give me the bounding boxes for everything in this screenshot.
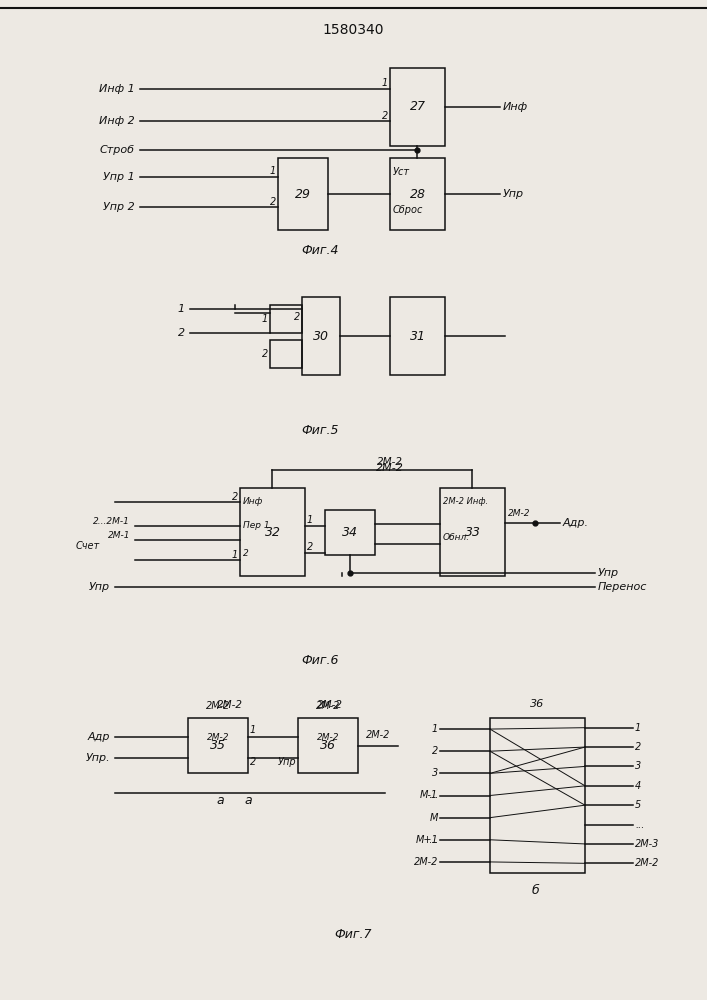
- Text: 2М-2: 2М-2: [217, 700, 243, 710]
- Text: Сброс: Сброс: [393, 205, 423, 215]
- Text: Инф: Инф: [503, 102, 528, 112]
- Bar: [440, 488, 505, 576]
- Text: Адр: Адр: [88, 732, 110, 742]
- Text: 28: 28: [409, 188, 426, 200]
- Text: Пер 1: Пер 1: [243, 522, 269, 530]
- Text: 2М-2: 2М-2: [414, 857, 438, 867]
- Bar: [188, 718, 248, 773]
- Text: ...: ...: [635, 820, 644, 830]
- Text: 2М-3: 2М-3: [635, 839, 660, 849]
- Text: Инф 2: Инф 2: [99, 116, 135, 126]
- Text: 4: 4: [635, 781, 641, 791]
- Bar: [298, 718, 358, 773]
- Text: 2...2М-1: 2...2М-1: [93, 516, 130, 526]
- Text: 35: 35: [210, 739, 226, 752]
- Text: 1580340: 1580340: [322, 23, 384, 37]
- Text: 1: 1: [382, 78, 388, 88]
- Bar: [278, 158, 328, 230]
- Text: Адр.: Адр.: [563, 518, 589, 528]
- Text: 2М-2: 2М-2: [206, 733, 229, 742]
- Text: 29: 29: [295, 188, 311, 200]
- Text: 2: 2: [270, 197, 276, 207]
- Text: 1: 1: [270, 166, 276, 176]
- Text: 3: 3: [432, 768, 438, 778]
- Text: 2: 2: [432, 746, 438, 756]
- Text: 1: 1: [635, 723, 641, 733]
- Bar: [490, 718, 585, 873]
- Text: Упр: Упр: [89, 582, 110, 592]
- Text: 2М-2: 2М-2: [366, 730, 390, 740]
- Text: Инф: Инф: [243, 497, 264, 506]
- Text: Фиг.7: Фиг.7: [334, 928, 372, 942]
- Text: 2М-2: 2М-2: [376, 463, 404, 473]
- Text: ...: ...: [429, 835, 438, 845]
- Text: 2: 2: [178, 328, 185, 338]
- Text: 1: 1: [232, 550, 238, 560]
- Text: 31: 31: [409, 330, 426, 342]
- Text: Фиг.5: Фиг.5: [301, 424, 339, 436]
- Text: 1: 1: [432, 724, 438, 734]
- Text: 1: 1: [250, 725, 256, 735]
- Bar: [390, 158, 445, 230]
- Text: 2: 2: [262, 349, 268, 359]
- Text: 2М-2: 2М-2: [508, 508, 530, 518]
- Text: Упр: Упр: [503, 189, 524, 199]
- Text: 1: 1: [178, 304, 185, 314]
- Text: М+1: М+1: [415, 835, 438, 845]
- Text: Упр: Упр: [598, 568, 619, 578]
- Text: 2М-2: 2М-2: [317, 700, 343, 710]
- Text: Строб: Строб: [100, 145, 135, 155]
- Text: 2: 2: [250, 757, 256, 767]
- Text: 2М-2 Инф.: 2М-2 Инф.: [443, 497, 488, 506]
- Text: 36: 36: [530, 699, 544, 709]
- Text: Упр 2: Упр 2: [103, 202, 135, 212]
- Text: 2М-2: 2М-2: [316, 701, 340, 711]
- Text: 3: 3: [635, 761, 641, 771]
- Text: Упр 1: Упр 1: [103, 172, 135, 182]
- Text: Упр: Упр: [277, 757, 296, 767]
- Text: 2: 2: [635, 742, 641, 752]
- Text: Фиг.6: Фиг.6: [301, 654, 339, 666]
- Text: 2М-2: 2М-2: [317, 733, 339, 742]
- Text: 2: 2: [307, 542, 313, 552]
- Text: 2: 2: [232, 492, 238, 502]
- Text: 2: 2: [293, 312, 300, 322]
- Bar: [240, 488, 305, 576]
- Text: Уст: Уст: [393, 167, 410, 177]
- Text: 1: 1: [307, 515, 313, 525]
- Bar: [270, 340, 302, 368]
- Text: Счет: Счет: [76, 541, 100, 551]
- Text: 32: 32: [264, 526, 281, 538]
- Text: М-1: М-1: [420, 790, 438, 800]
- Text: Упр.: Упр.: [86, 753, 110, 763]
- Text: 2: 2: [243, 548, 249, 558]
- Text: Инф 1: Инф 1: [99, 84, 135, 94]
- Text: 36: 36: [320, 739, 336, 752]
- Text: 2: 2: [382, 111, 388, 121]
- Text: б: б: [531, 884, 539, 896]
- Bar: [302, 297, 340, 375]
- Bar: [325, 510, 375, 555]
- Text: 2М-1: 2М-1: [107, 532, 130, 540]
- Text: Перенос: Перенос: [598, 582, 648, 592]
- Text: а: а: [216, 794, 224, 806]
- Bar: [270, 305, 302, 333]
- Bar: [390, 68, 445, 146]
- Text: 2М-2: 2М-2: [377, 457, 403, 467]
- Text: Фиг.4: Фиг.4: [301, 243, 339, 256]
- Bar: [390, 297, 445, 375]
- Text: 30: 30: [313, 330, 329, 342]
- Text: 2М-2: 2М-2: [635, 858, 660, 868]
- Text: 1: 1: [262, 314, 268, 324]
- Text: 34: 34: [342, 526, 358, 539]
- Text: 27: 27: [409, 101, 426, 113]
- Text: Обнл.: Обнл.: [443, 534, 470, 542]
- Text: ...: ...: [429, 790, 438, 800]
- Text: 2М-2: 2М-2: [206, 701, 230, 711]
- Text: 33: 33: [464, 526, 481, 538]
- Text: М: М: [430, 813, 438, 823]
- Text: а: а: [244, 794, 252, 806]
- Text: 5: 5: [635, 800, 641, 810]
